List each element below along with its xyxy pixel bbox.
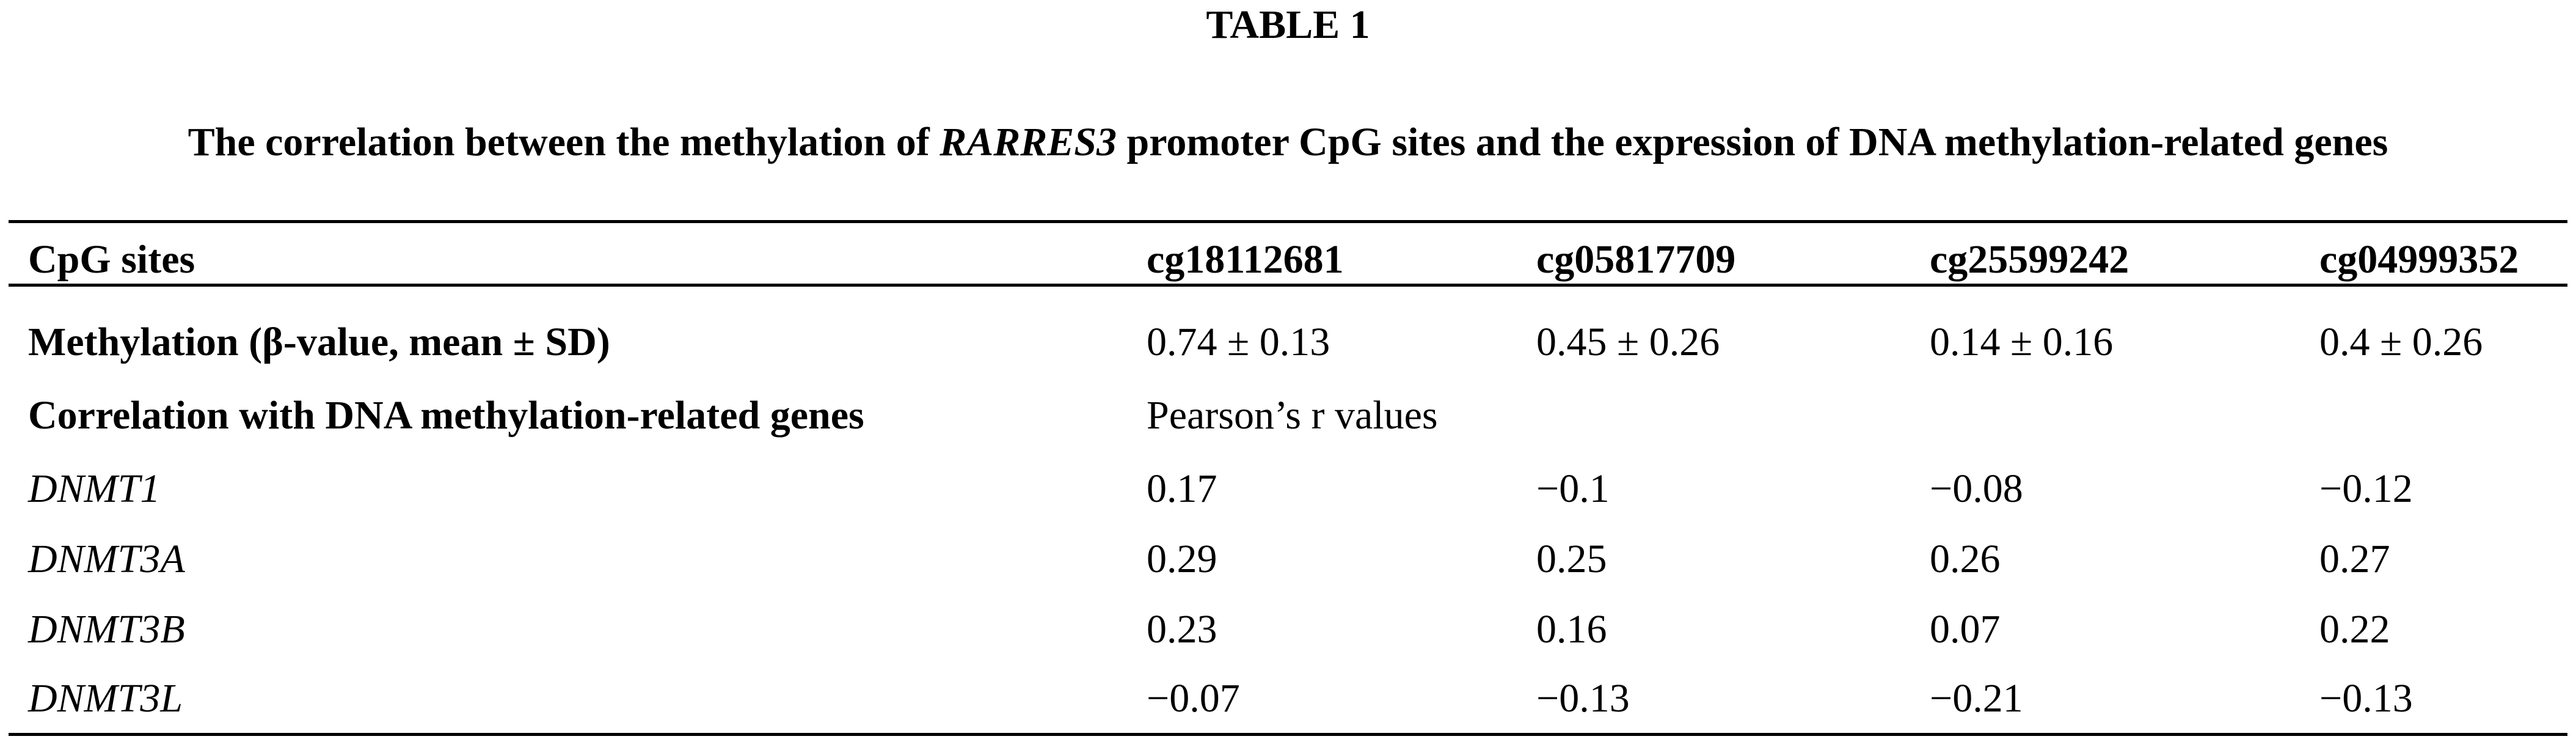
cell: 0.25: [1536, 537, 1607, 581]
gene-label: DNMT3B: [28, 607, 185, 652]
table-caption: The correlation between the methylation …: [0, 122, 2576, 163]
row-label: Methylation (β-value, mean ± SD): [28, 320, 610, 364]
cell: 0.07: [1930, 607, 2001, 652]
row-label: Correlation with DNA methylation-related…: [28, 393, 864, 438]
header-cell: CpG sites: [28, 237, 195, 282]
cell: 0.45 ± 0.26: [1536, 320, 1720, 364]
cell: 0.74 ± 0.13: [1147, 320, 1330, 364]
cell: −0.13: [2319, 676, 2413, 721]
header-cell: cg04999352: [2319, 237, 2519, 282]
cell: 0.26: [1930, 537, 2001, 581]
header-cell: cg18112681: [1147, 237, 1344, 282]
gene-label: DNMT3L: [28, 676, 183, 721]
header-cell: cg05817709: [1536, 237, 1736, 282]
cell: −0.08: [1930, 466, 2023, 511]
cell: 0.29: [1147, 537, 1217, 581]
cell: −0.13: [1536, 676, 1630, 721]
cell: −0.12: [2319, 466, 2413, 511]
header-rule: [9, 284, 2567, 287]
cell: 0.16: [1536, 607, 1607, 652]
cell: 0.23: [1147, 607, 1217, 652]
cell: 0.22: [2319, 607, 2390, 652]
header-cell: cg25599242: [1930, 237, 2129, 282]
table-label: TABLE 1: [1206, 2, 1370, 47]
cell: −0.21: [1930, 676, 2023, 721]
caption-gene: RARRES3: [940, 120, 1117, 164]
gene-label: DNMT3A: [28, 537, 185, 581]
caption-end: promoter CpG sites and the expression of…: [1117, 120, 2388, 164]
cell: 0.4 ± 0.26: [2319, 320, 2483, 364]
gene-label: DNMT1: [28, 466, 161, 511]
cell: 0.27: [2319, 537, 2390, 581]
bottom-rule: [9, 733, 2567, 736]
cell: −0.07: [1147, 676, 1240, 721]
cell: −0.1: [1536, 466, 1610, 511]
cell: 0.17: [1147, 466, 1217, 511]
top-rule: [9, 220, 2567, 223]
cell-note: Pearson’s r values: [1147, 393, 1438, 438]
cell: 0.14 ± 0.16: [1930, 320, 2114, 364]
caption-start: The correlation between the methylation …: [188, 120, 940, 164]
